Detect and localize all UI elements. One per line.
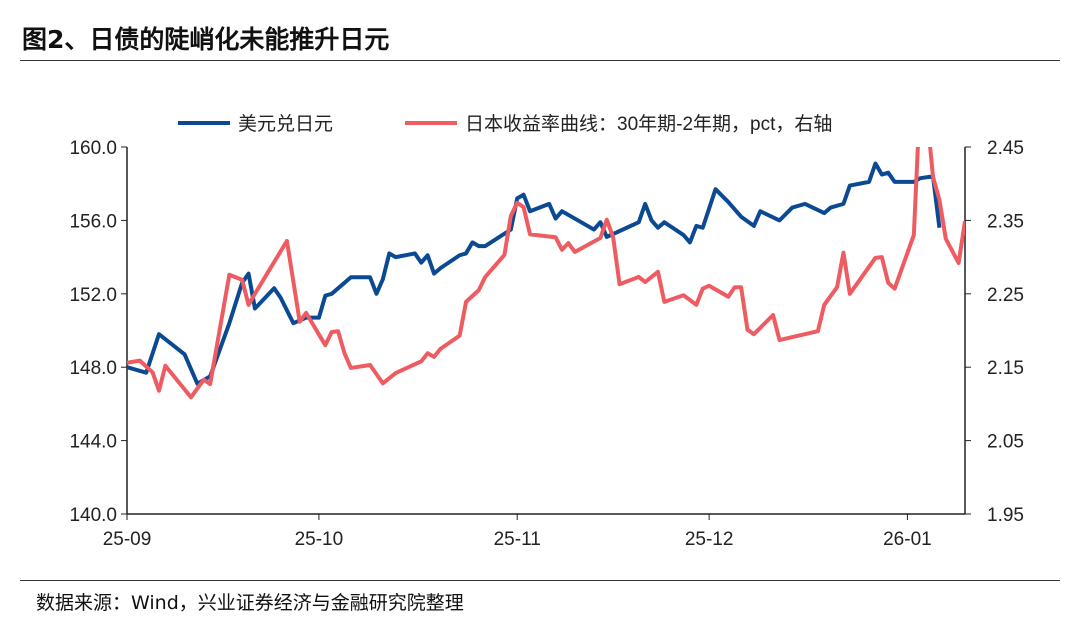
source-divider bbox=[20, 580, 1060, 581]
x-axis-tick-label: 25-09 bbox=[103, 529, 152, 550]
left-axis-tick-label: 148.0 bbox=[69, 358, 117, 379]
jgb-curve-line bbox=[127, 147, 965, 400]
legend-label-1: 美元兑日元 bbox=[238, 113, 333, 135]
x-axis-tick-label: 25-10 bbox=[295, 529, 344, 550]
left-axis-tick-label: 144.0 bbox=[69, 432, 117, 453]
source-note: 数据来源：Wind，兴业证券经济与金融研究院整理 bbox=[36, 592, 464, 614]
x-axis-tick-label: 25-12 bbox=[685, 529, 734, 550]
usdjpy-line bbox=[127, 161, 942, 386]
title-divider bbox=[20, 60, 1060, 61]
right-axis-tick-label: 2.05 bbox=[987, 432, 1024, 453]
x-axis-tick-label: 26-01 bbox=[883, 529, 932, 550]
x-axis-tick-label: 25-11 bbox=[494, 529, 541, 550]
left-axis-tick-label: 140.0 bbox=[69, 505, 117, 526]
legend-label-2: 日本收益率曲线：30年期-2年期，pct，右轴 bbox=[465, 113, 832, 135]
right-axis-tick-label: 1.95 bbox=[987, 505, 1024, 526]
chart-title: 图2、日债的陡峭化未能推升日元 bbox=[22, 25, 390, 54]
right-axis-tick-label: 2.15 bbox=[987, 358, 1024, 379]
left-axis-tick-label: 156.0 bbox=[69, 211, 117, 232]
right-axis-tick-label: 2.45 bbox=[987, 138, 1024, 159]
right-axis-tick-label: 2.25 bbox=[987, 285, 1024, 306]
right-axis-tick-label: 2.35 bbox=[987, 211, 1024, 232]
left-axis-tick-label: 152.0 bbox=[69, 285, 117, 306]
left-axis-tick-label: 160.0 bbox=[69, 138, 117, 159]
